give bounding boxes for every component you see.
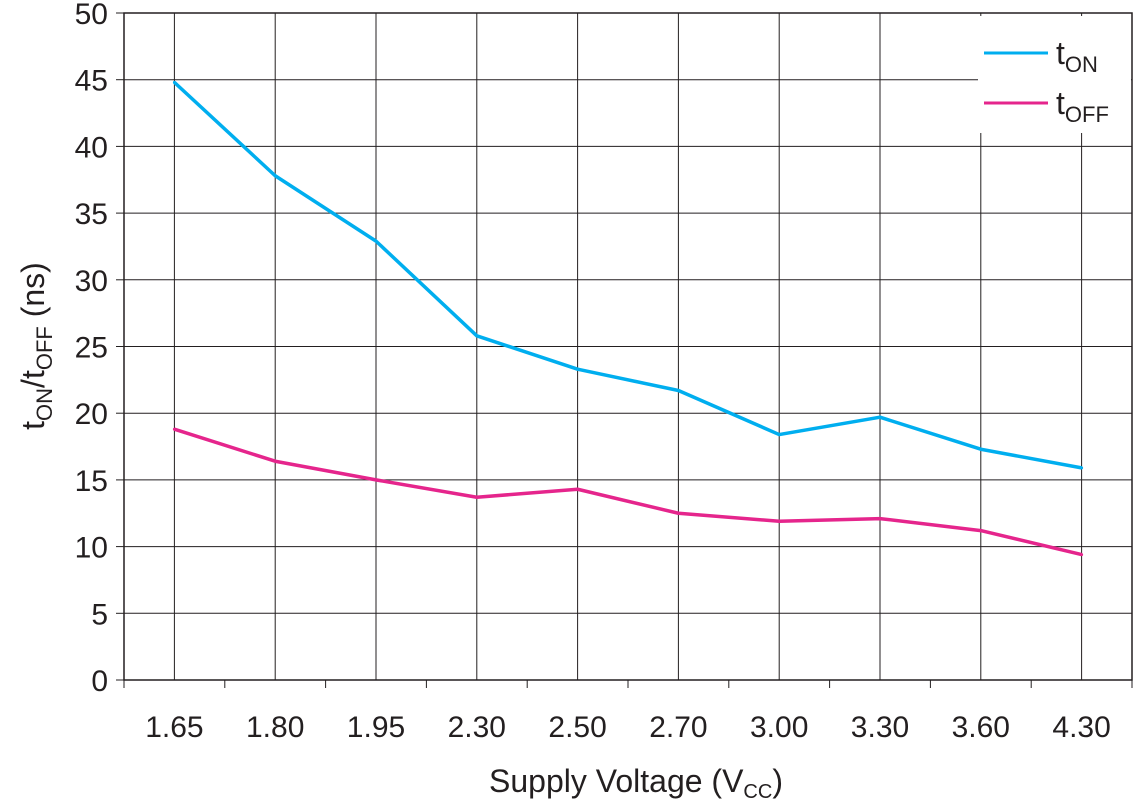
y-tick-label: 30 [75,265,108,298]
legend-label-ton: tON [1056,35,1098,77]
data-point [172,427,176,431]
series-lines [172,80,1084,557]
data-point [777,519,781,523]
x-tick-label: 2.50 [548,711,606,744]
series-line-ton [173,81,1082,470]
x-axis-title: Supply Voltage (VCC) [489,763,783,800]
legend: tON tOFF [978,16,1131,133]
data-point [878,415,882,419]
y-tick-label: 35 [75,198,108,231]
y-tick-label: 20 [75,398,108,431]
legend-background [978,16,1131,133]
y-tick-label: 10 [75,532,108,565]
y-tick-label: 50 [75,0,108,31]
y-tick-label: 40 [75,131,108,164]
data-point [979,529,983,533]
y-tick-labels: 0 5 10 15 20 25 30 35 40 45 50 [75,0,108,698]
data-point [1080,553,1084,557]
data-point [878,517,882,521]
data-point [273,174,277,178]
y-axis-title: tON/tOFF (ns) [15,262,57,430]
y-tick-label: 15 [75,465,108,498]
x-tick-label: 1.95 [347,711,405,744]
y-tick-label: 25 [75,332,108,365]
y-tick-label: 0 [91,665,108,698]
data-point [676,389,680,393]
data-point [475,495,479,499]
legend-label-toff: tOFF [1056,85,1109,127]
data-point [172,80,176,84]
y-tick-label: 45 [75,65,108,98]
y-tick-label: 5 [91,598,108,631]
data-point [777,433,781,437]
x-tick-label: 3.30 [851,711,909,744]
x-tick-label: 4.30 [1052,711,1110,744]
x-tick-label: 1.65 [145,711,203,744]
data-point [374,239,378,243]
series-line-toff [173,427,1083,557]
data-point [374,478,378,482]
data-point [979,447,983,451]
x-tick-label: 1.80 [246,711,304,744]
data-point [576,367,580,371]
data-point [1080,466,1084,470]
x-tick-label: 3.00 [750,711,808,744]
data-point [576,487,580,491]
x-tick-label: 2.70 [649,711,707,744]
data-point [676,511,680,515]
x-tick-label: 3.60 [952,711,1010,744]
data-point [475,334,479,338]
data-point [273,459,277,463]
x-tick-label: 2.30 [448,711,506,744]
x-tick-labels: 1.65 1.80 1.95 2.30 2.50 2.70 3.00 3.30 3.60 4.30 [145,711,1111,744]
plot-frame [123,12,1133,681]
